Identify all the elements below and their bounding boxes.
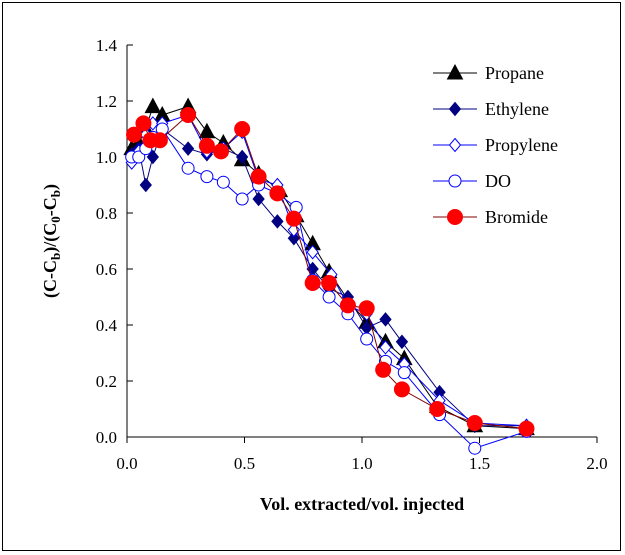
data-point-ethylene xyxy=(395,334,409,350)
y-axis-title: (C-Cb)/(C0-Cb) xyxy=(40,184,63,298)
axis-ticks: 0.0 0.2 0.4 0.6 0.8 1.0 1.2 1.4 0.0 0.5 1.0 1.5 2.0 xyxy=(96,36,608,473)
data-point-bromide xyxy=(151,132,168,149)
data-point-do xyxy=(132,150,146,164)
data-point-bromide xyxy=(250,168,267,185)
series-layer xyxy=(123,97,535,455)
data-point-bromide xyxy=(375,361,392,378)
legend-marker-bromide xyxy=(447,209,463,225)
legend-marker-propylene xyxy=(448,137,462,153)
data-point-do xyxy=(397,366,411,380)
data-point-do xyxy=(322,290,336,304)
data-point-do xyxy=(468,441,482,455)
data-point-ethylene xyxy=(139,177,152,193)
y-tick-label: 1.0 xyxy=(96,148,117,167)
data-point-do xyxy=(200,170,214,184)
data-point-propane xyxy=(144,97,162,114)
data-point-ethylene xyxy=(379,312,392,327)
legend-marker-propane xyxy=(446,63,464,80)
legend-item-do: DO xyxy=(433,171,511,191)
legend-marker-do xyxy=(448,174,462,188)
data-point-do xyxy=(181,161,195,175)
data-point-ethylene xyxy=(235,149,249,165)
y-axis-title-part-2: )/(C xyxy=(40,223,61,253)
y-axis-title-part-4: ) xyxy=(40,184,61,190)
y-tick-label: 0.4 xyxy=(96,316,118,335)
data-point-ethylene xyxy=(271,214,284,229)
data-point-propylene xyxy=(306,244,319,260)
y-tick-label: 0.8 xyxy=(96,204,117,223)
data-point-do xyxy=(235,192,249,206)
data-point-propane xyxy=(198,122,216,139)
data-point-bromide xyxy=(135,115,152,132)
legend-label: Bromide xyxy=(485,207,548,227)
x-tick-label: 0.5 xyxy=(234,454,255,473)
legend-marker-ethylene xyxy=(448,101,462,117)
x-tick-label: 0.0 xyxy=(116,454,137,473)
data-point-bromide xyxy=(198,137,215,154)
y-axis-title-sub-1: b xyxy=(48,253,63,260)
data-point-ethylene xyxy=(181,141,195,156)
legend: Propane Ethylene Propylene DO Bromide xyxy=(433,63,558,227)
data-point-bromide xyxy=(393,381,410,398)
x-axis-title: Vol. extracted/vol. injected xyxy=(260,494,464,514)
data-point-bromide xyxy=(339,297,356,314)
data-point-ethylene xyxy=(252,191,265,207)
data-point-bromide xyxy=(285,210,302,227)
series-propylene xyxy=(125,107,533,434)
y-tick-label: 1.2 xyxy=(96,92,117,111)
legend-item-propane: Propane xyxy=(433,63,544,83)
legend-item-propylene: Propylene xyxy=(433,135,558,155)
data-point-do xyxy=(360,332,374,346)
y-tick-label: 0.6 xyxy=(96,260,117,279)
legend-label: DO xyxy=(485,171,511,191)
data-point-bromide xyxy=(429,401,446,417)
data-point-bromide xyxy=(213,143,229,160)
data-point-do xyxy=(216,175,230,189)
data-point-bromide xyxy=(321,275,338,291)
data-point-ethylene xyxy=(287,230,301,246)
data-point-bromide xyxy=(304,275,321,291)
legend-label: Propylene xyxy=(485,135,558,155)
data-point-bromide xyxy=(518,420,535,437)
x-tick-label: 1.0 xyxy=(351,454,372,473)
x-tick-label: 2.0 xyxy=(586,454,607,473)
data-point-bromide xyxy=(358,300,375,317)
data-point-propylene xyxy=(379,340,392,355)
series-bromide xyxy=(126,107,535,437)
x-tick-label: 1.5 xyxy=(469,454,490,473)
data-point-bromide xyxy=(234,121,251,137)
legend-item-bromide: Bromide xyxy=(433,207,548,227)
data-point-ethylene xyxy=(146,149,160,165)
data-point-bromide xyxy=(126,126,143,143)
y-axis-title-part-3: -C xyxy=(40,197,60,216)
y-tick-label: 0.2 xyxy=(96,372,117,391)
data-point-bromide xyxy=(269,185,286,202)
data-point-bromide xyxy=(466,415,483,431)
legend-label: Propane xyxy=(485,63,544,83)
y-axis-title-sub-3: b xyxy=(48,190,63,197)
y-tick-label: 0.0 xyxy=(96,428,117,447)
legend-label: Ethylene xyxy=(485,99,549,119)
legend-item-ethylene: Ethylene xyxy=(433,99,549,119)
data-point-bromide xyxy=(180,107,197,123)
y-axis-title-sub-2: 0 xyxy=(48,216,63,223)
y-axis-title-part-1: (C-C xyxy=(40,260,61,298)
y-tick-label: 1.4 xyxy=(96,36,118,55)
